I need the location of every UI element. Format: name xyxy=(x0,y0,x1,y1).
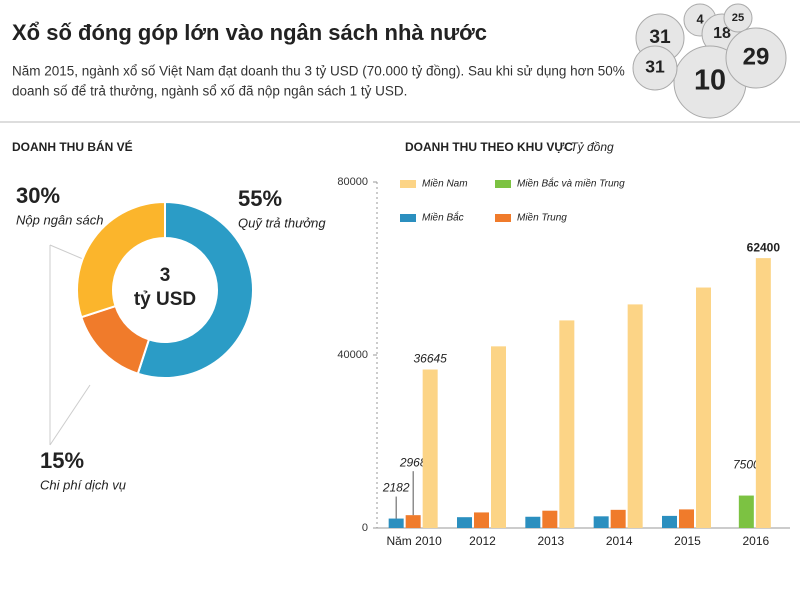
bar xyxy=(738,495,754,528)
data-label: 62400 xyxy=(747,240,781,254)
category-label: Quỹ trả thưởng xyxy=(238,215,326,230)
y-tick-label: 80000 xyxy=(337,176,368,188)
chart-title: DOANH THU THEO KHU VỰC xyxy=(405,140,573,154)
data-label: 7500 xyxy=(733,458,760,472)
y-tick-label: 40000 xyxy=(337,349,368,361)
ball-number: 31 xyxy=(645,57,665,77)
bar xyxy=(457,517,472,528)
x-tick-label: 2014 xyxy=(606,534,633,548)
legend-swatch xyxy=(400,214,416,222)
value-label: 15% xyxy=(40,448,84,473)
donut-hole xyxy=(115,240,215,340)
bar xyxy=(388,518,404,528)
category-label: Chi phí dịch vụ xyxy=(40,477,126,492)
category-label: Nộp ngân sách xyxy=(16,212,103,227)
description: doanh số để trả thưởng, ngành sổ xố đã n… xyxy=(12,84,407,99)
bar xyxy=(422,369,438,528)
leader-line xyxy=(49,384,91,446)
bar xyxy=(696,287,711,528)
value-label: 30% xyxy=(16,183,60,208)
data-label: 2968 xyxy=(399,455,427,469)
y-tick-label: 0 xyxy=(362,522,368,534)
legend-label: Miền Bắc và miền Trung xyxy=(517,177,625,190)
bar xyxy=(755,258,771,528)
data-label: 36645 xyxy=(413,352,447,366)
donut-segment xyxy=(136,200,254,379)
ball-number: 10 xyxy=(694,65,726,97)
chart-subtitle: - Tỷ đồng xyxy=(563,140,614,154)
ball xyxy=(725,27,787,89)
x-tick-label: Năm 2010 xyxy=(386,534,442,548)
legend-swatch xyxy=(495,180,511,188)
ball-number: 25 xyxy=(732,12,744,24)
ball xyxy=(723,3,753,33)
bar xyxy=(593,516,609,528)
ball-number: 4 xyxy=(696,11,704,26)
chart-title: DOANH THU BÁN VÉ xyxy=(12,139,133,154)
legend-label: Miền Bắc xyxy=(422,211,464,224)
bar xyxy=(679,509,694,528)
center-unit: tỷ USD xyxy=(134,289,196,310)
bar xyxy=(627,304,643,528)
x-tick-label: 2012 xyxy=(469,534,496,548)
legend-swatch xyxy=(400,180,416,188)
donut-segment xyxy=(76,200,166,319)
center-value: 3 xyxy=(160,265,171,286)
bar xyxy=(662,515,677,528)
x-tick-label: 2015 xyxy=(674,534,701,548)
x-tick-label: 2016 xyxy=(742,534,769,548)
page-title: Xổ số đóng góp lớn vào ngân sách nhà nướ… xyxy=(12,20,487,45)
legend-swatch xyxy=(495,214,511,222)
ball xyxy=(632,45,678,91)
bar xyxy=(610,509,626,528)
bar xyxy=(491,346,506,528)
value-label: 55% xyxy=(238,186,282,211)
data-label: 2182 xyxy=(382,481,410,495)
bar xyxy=(559,320,575,528)
x-tick-label: 2013 xyxy=(537,534,564,548)
ball-number: 29 xyxy=(743,43,770,70)
bar xyxy=(474,512,489,528)
bar xyxy=(405,515,421,528)
bar xyxy=(542,510,558,528)
legend-label: Miền Nam xyxy=(422,178,468,190)
ball-number: 18 xyxy=(713,25,731,42)
bar xyxy=(525,516,541,528)
ball-number: 31 xyxy=(649,27,671,48)
legend-label: Miền Trung xyxy=(517,212,567,224)
description: Năm 2015, ngành xổ số Việt Nam đạt doanh… xyxy=(12,64,625,79)
